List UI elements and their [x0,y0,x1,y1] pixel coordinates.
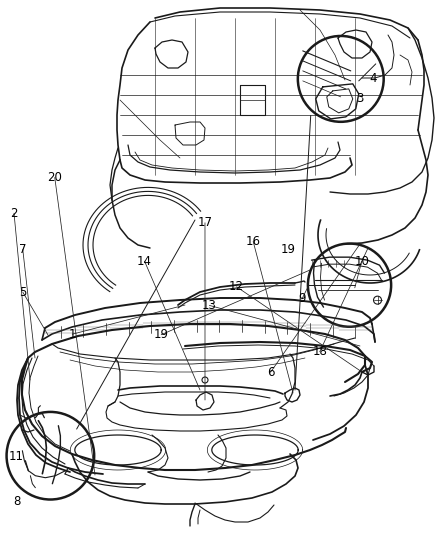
Text: 8: 8 [13,495,20,507]
Text: 18: 18 [312,345,327,358]
Text: 12: 12 [229,280,244,293]
Text: 2: 2 [10,207,18,220]
Text: 19: 19 [281,243,296,256]
Text: 17: 17 [198,216,212,229]
Text: 9: 9 [298,292,306,305]
Text: 19: 19 [154,328,169,341]
Text: 3: 3 [357,92,364,105]
Text: 5: 5 [19,286,26,298]
Text: 16: 16 [246,235,261,248]
Text: 14: 14 [137,255,152,268]
Text: 11: 11 [9,450,24,463]
Text: 4: 4 [369,72,377,85]
Text: 10: 10 [354,255,369,268]
Text: 1: 1 [68,328,76,341]
Text: 7: 7 [19,243,27,256]
Text: 13: 13 [202,299,217,312]
Text: 6: 6 [267,366,275,378]
Text: 20: 20 [47,171,62,184]
